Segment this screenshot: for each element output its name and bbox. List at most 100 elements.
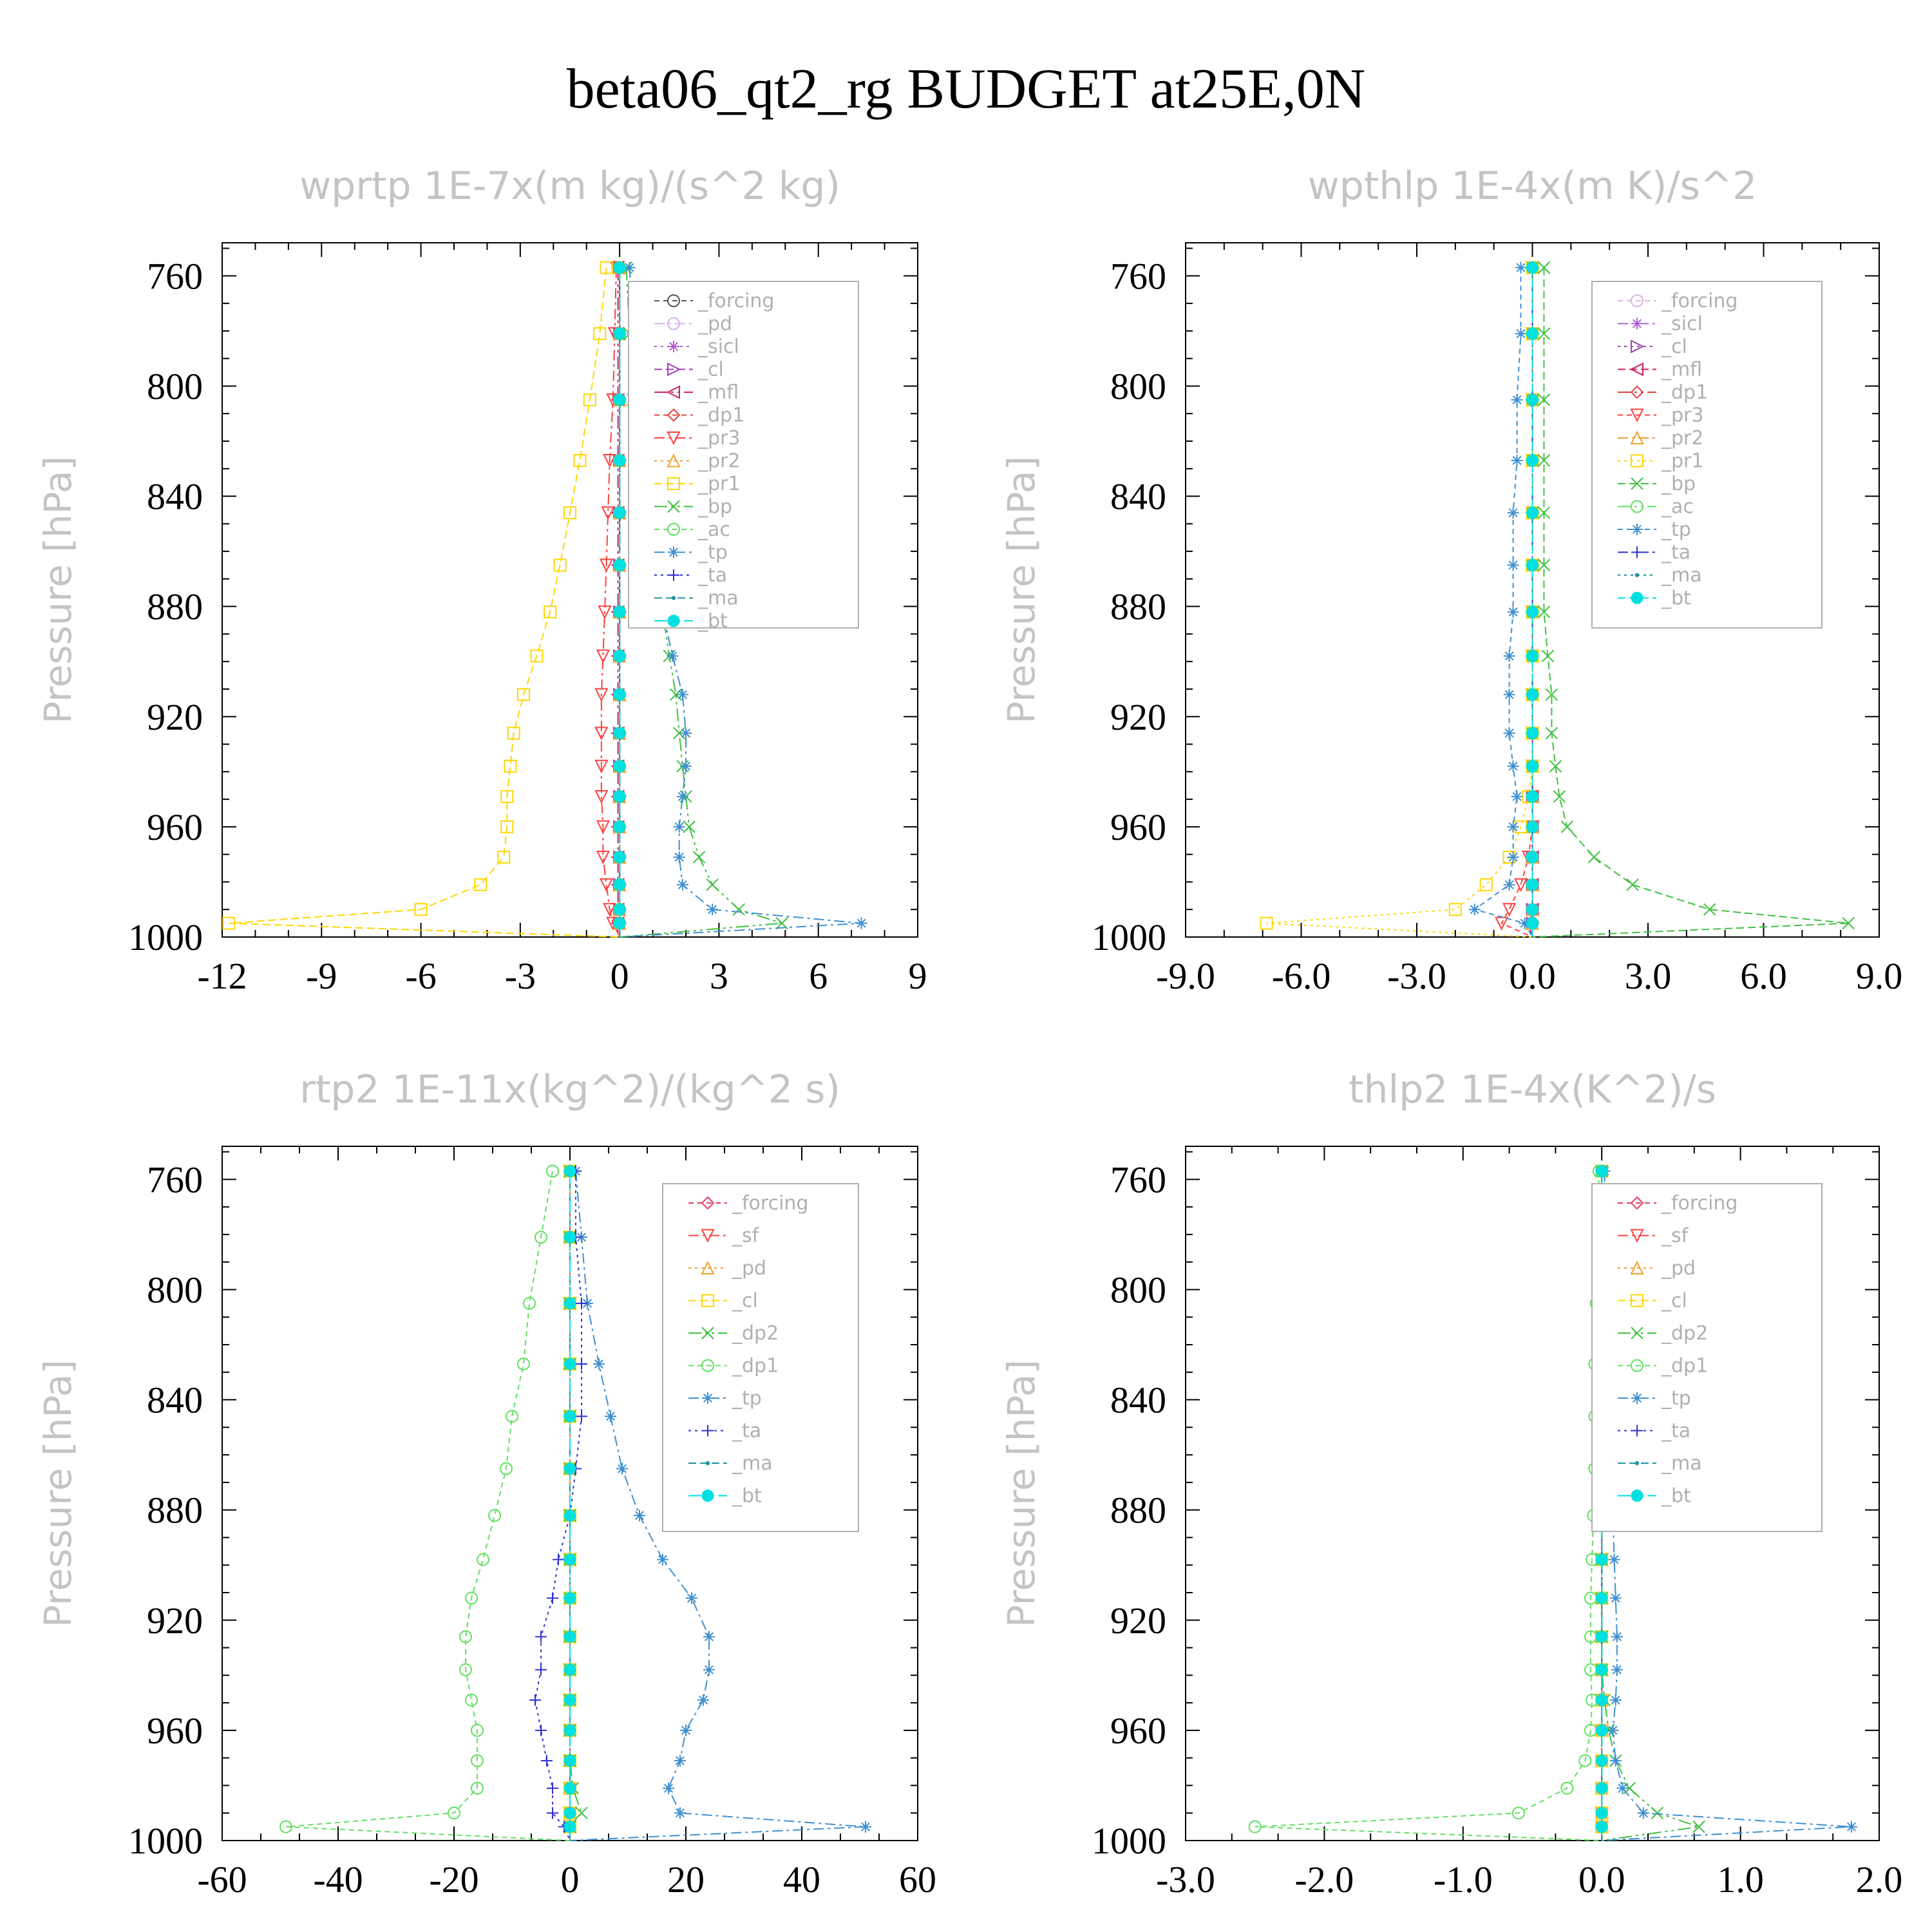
legend-label: _tp: [1661, 1387, 1691, 1410]
y-tick-label: 960: [147, 806, 203, 848]
legend-entry: _dp2: [1618, 1322, 1708, 1345]
legend-label: _cl: [1661, 1290, 1687, 1312]
y-tick-label: 800: [1110, 365, 1166, 407]
legend-label: _forcing: [1661, 1192, 1738, 1215]
series-dp2: [564, 1164, 588, 1841]
data-point: [613, 851, 626, 864]
series-line: [229, 267, 620, 938]
legend-entry: _bt: [1618, 1485, 1691, 1508]
series-mfl: [1521, 260, 1539, 938]
legend-marker: [1630, 1196, 1644, 1210]
data-point: [1541, 649, 1555, 663]
figure-title: beta06_qt2_rg BUDGET at25E,0N: [566, 58, 1366, 120]
legend-entry: _ta: [1618, 542, 1690, 564]
data-point: [673, 820, 685, 833]
x-tick-label: -3.0: [1387, 955, 1446, 997]
legend-marker: [666, 385, 680, 399]
legend-entry: _ma: [1618, 1452, 1702, 1475]
data-point: [1503, 727, 1515, 739]
legend-label: _pr2: [1661, 427, 1703, 450]
data-point: [553, 558, 567, 572]
data-point: [1507, 507, 1519, 519]
data-point: [1526, 327, 1539, 340]
x-tick-label: 0: [611, 955, 629, 997]
legend-marker: [1631, 339, 1645, 354]
data-point: [1511, 454, 1523, 466]
legend-marker: [1631, 454, 1643, 468]
data-point: [535, 1231, 547, 1244]
legend-marker: [671, 596, 676, 600]
data-point: [1526, 878, 1539, 891]
data-point: [1545, 688, 1558, 701]
data-point: [1549, 760, 1562, 773]
data-point: [676, 878, 688, 891]
data-point: [594, 759, 609, 774]
data-point: [1507, 820, 1519, 833]
legend-marker: [667, 362, 681, 377]
data-point: [680, 1724, 692, 1736]
data-point: [1595, 1553, 1608, 1566]
legend-marker: [668, 341, 679, 352]
x-tick-label: 0.0: [1578, 1859, 1625, 1900]
data-point: [564, 1724, 576, 1737]
y-tick-label: 1000: [128, 916, 203, 958]
data-point: [623, 261, 636, 274]
data-point: [703, 1663, 715, 1676]
y-tick-label: 960: [1110, 1710, 1166, 1752]
series-bt: [1526, 261, 1539, 937]
legend-marker: [1631, 546, 1643, 558]
y-tick-label: 880: [147, 1490, 203, 1531]
data-point: [1507, 760, 1519, 772]
legend-label: _bt: [732, 1485, 762, 1508]
legend-label: _forcing: [732, 1192, 808, 1215]
legend-label: _tp: [732, 1387, 762, 1410]
data-point: [1545, 726, 1558, 740]
x-tick-label: -20: [429, 1859, 478, 1900]
data-point: [1595, 1806, 1608, 1819]
y-axis-label: Pressure [hPa]: [999, 456, 1043, 724]
legend-entry: _dp1: [688, 1355, 779, 1378]
legend-marker: [1634, 573, 1640, 578]
data-point: [1515, 328, 1527, 340]
data-point: [583, 393, 596, 406]
legend-label: _sf: [732, 1225, 760, 1247]
x-tick-label: -9.0: [1156, 955, 1215, 997]
legend-label: _ta: [732, 1420, 761, 1443]
plot-frame: [222, 242, 918, 938]
data-point: [613, 605, 626, 618]
data-point: [860, 1821, 871, 1833]
data-point: [564, 1463, 576, 1475]
data-point: [1511, 1806, 1525, 1820]
x-tick-label: -6.0: [1272, 955, 1331, 997]
legend-entry: _ac: [1618, 496, 1694, 518]
legend-entry: _pd: [688, 1257, 766, 1280]
x-tick-label: 9: [909, 955, 927, 997]
data-point: [564, 1165, 576, 1177]
data-point: [1502, 903, 1517, 917]
data-point: [1651, 1806, 1664, 1819]
data-point: [1609, 1694, 1622, 1706]
data-point: [465, 1693, 478, 1707]
data-point: [1526, 393, 1539, 406]
legend-entry: _pr2: [1618, 427, 1703, 450]
x-tick-label: 20: [667, 1859, 705, 1900]
data-point: [683, 820, 696, 833]
series-ta: [529, 1165, 587, 1841]
data-point: [1595, 1821, 1608, 1833]
data-point: [1507, 606, 1519, 618]
x-tick-label: -60: [197, 1859, 247, 1900]
x-tick-label: -1.0: [1434, 1859, 1493, 1900]
data-point: [564, 1806, 576, 1819]
data-point: [576, 1297, 587, 1309]
legend-label: _ma: [732, 1452, 773, 1475]
data-point: [697, 1694, 709, 1706]
legend-marker: [701, 1359, 714, 1372]
data-point: [564, 1782, 576, 1795]
legend-entry: _dp2: [688, 1322, 779, 1345]
data-point: [465, 1591, 478, 1605]
y-tick-label: 840: [147, 1379, 203, 1421]
data-point: [222, 916, 236, 930]
data-point: [676, 790, 688, 802]
data-point: [459, 1630, 472, 1643]
